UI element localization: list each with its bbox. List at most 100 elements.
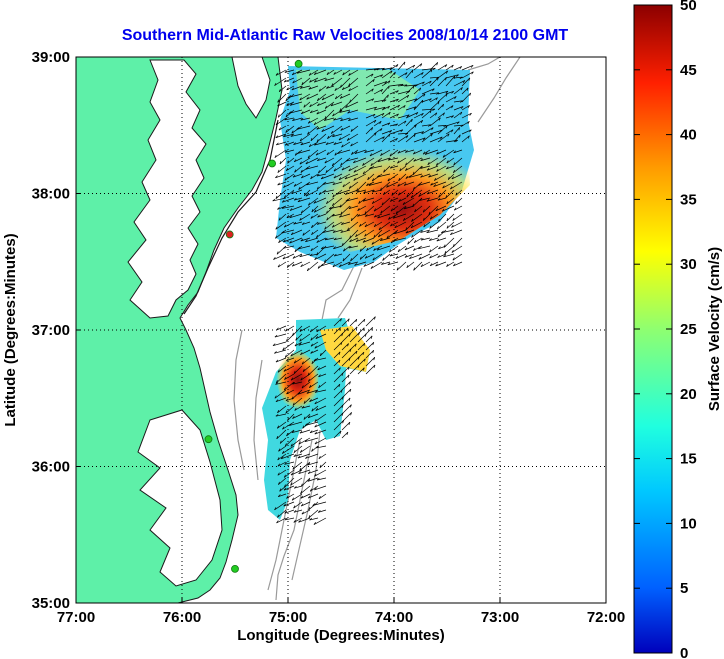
x-tick-label: 72:00 [587,609,625,626]
velocity-arrow [394,229,407,235]
velocity-arrow [389,83,404,87]
velocity-arrow [310,213,319,219]
velocity-arrow [353,165,367,173]
velocity-arrow [326,205,335,214]
velocity-arrow [372,253,383,261]
velocity-arrow [366,245,375,251]
velocity-arrowhead [284,354,287,358]
velocity-arrowhead [429,255,432,259]
radar-station-marker [268,159,277,168]
velocity-arrowhead [305,167,309,170]
velocity-arrow [292,397,303,406]
velocity-arrowhead [274,334,278,338]
velocity-arrow [284,77,295,83]
velocity-arrowhead [390,70,393,74]
velocity-arrow [341,333,351,343]
velocity-arrow [389,253,399,257]
velocity-arrow [397,114,410,119]
velocity-arrow [307,413,319,419]
velocity-arrowhead [362,367,365,371]
velocity-arrowhead [348,185,351,189]
velocity-arrow [383,165,391,173]
velocity-arrowhead [341,87,345,90]
velocity-arrow [332,221,343,228]
velocity-arrow [314,253,327,260]
velocity-arrow [461,64,474,71]
velocity-arrow [317,365,327,371]
velocity-arrowhead [412,186,415,190]
velocity-arrowhead [411,234,414,238]
velocity-arrowhead [433,184,436,187]
velocity-arrow [293,365,303,374]
velocity-arrow [378,221,391,231]
velocity-arrow [435,261,447,267]
velocity-arrowhead [277,463,281,467]
velocity-arrowhead [420,166,423,169]
velocity-arrow [333,69,343,75]
velocity-arrowhead [310,215,313,219]
velocity-arrowhead [294,485,297,489]
velocity-arrow [282,197,295,203]
velocity-arrowhead [346,327,349,331]
velocity-arrowhead [453,263,456,267]
velocity-arrowhead [283,239,286,243]
velocity-arrow [324,157,335,164]
velocity-arrow [437,90,449,95]
velocity-arrowhead [317,265,320,269]
velocity-arrowhead [283,368,286,372]
velocity-arrow [446,213,455,222]
velocity-arrow [382,253,391,261]
velocity-arrow [430,213,439,220]
velocity-arrow [381,133,391,143]
velocity-arrow [324,77,335,81]
velocity-arrowhead [325,142,329,145]
velocity-arrowhead [324,237,328,241]
velocity-arrow [445,115,454,119]
velocity-arrowhead [299,138,302,142]
velocity-arrowhead [324,78,328,81]
velocity-arrowhead [348,168,351,172]
velocity-arrow [324,117,335,121]
velocity-arrowhead [354,151,358,154]
velocity-arrowhead [422,151,426,155]
velocity-arrow [332,213,343,217]
velocity-arrow [373,245,383,251]
velocity-arrow [381,261,391,265]
velocity-arrow [333,389,343,399]
velocity-arrow [348,77,359,87]
velocity-arrowhead [421,131,425,134]
velocity-arrowhead [408,175,412,178]
y-tick-label: 36:00 [32,459,70,476]
velocity-arrowhead [291,191,294,194]
velocity-arrowhead [420,120,423,124]
velocity-arrow [291,69,303,76]
velocity-arrow [412,165,423,175]
velocity-arrow [403,213,415,221]
velocity-arrowhead [297,199,301,203]
velocity-arrow [348,69,359,76]
velocity-arrow [293,445,303,453]
velocity-arrow [413,137,426,143]
velocity-arrowhead [460,106,464,109]
velocity-arrow [283,365,295,372]
velocity-arrow [430,181,439,186]
velocity-arrowhead [292,174,296,178]
velocity-arrow [435,157,447,166]
velocity-region-north-mix [296,70,420,130]
velocity-arrow [354,261,367,266]
velocity-arrowhead [348,72,351,76]
velocity-arrow [306,389,319,394]
velocity-arrowhead [381,202,384,206]
velocity-arrow [387,261,399,266]
velocity-arrow [314,397,327,405]
velocity-arrow [397,245,407,253]
velocity-arrow [297,197,311,203]
velocity-arrow [413,63,423,71]
velocity-arrow [277,261,287,268]
velocity-arrow [423,221,431,228]
velocity-arrowhead [277,472,280,476]
y-tick-label: 35:00 [32,595,70,612]
velocity-arrowhead [303,416,306,420]
velocity-arrowhead [318,496,321,499]
velocity-arrow [275,189,287,199]
